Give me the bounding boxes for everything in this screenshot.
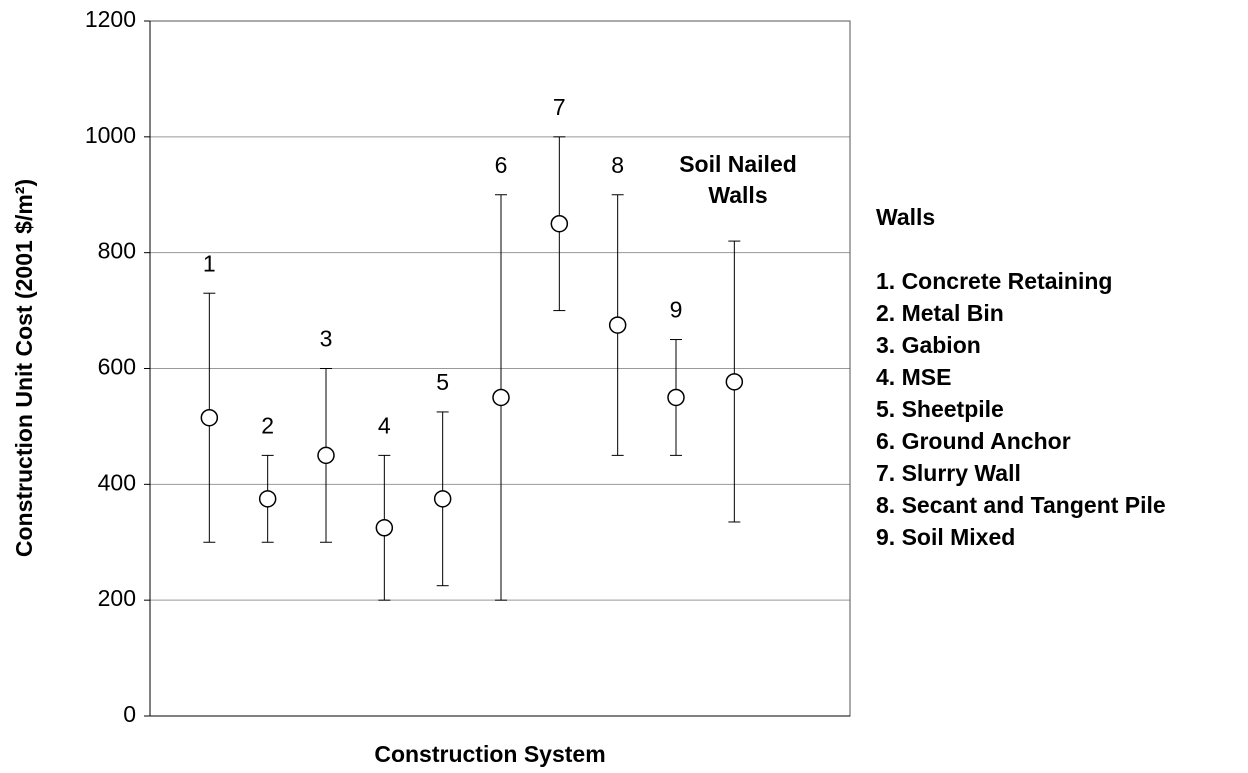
- y-tick-label: 600: [98, 354, 136, 380]
- point-label: 4: [378, 412, 391, 438]
- point-label: 1: [203, 250, 216, 276]
- y-tick-label: 0: [123, 701, 136, 727]
- point-label: 8: [611, 152, 624, 178]
- y-tick-label: 800: [98, 238, 136, 264]
- point: [667, 388, 685, 407]
- point: [375, 519, 394, 537]
- legend-item: 3. Gabion: [876, 332, 981, 358]
- point-label: 9: [670, 297, 683, 323]
- annotation: Walls: [708, 182, 767, 208]
- legend-item: 6. Ground Anchor: [876, 428, 1071, 454]
- y-tick-label: 1200: [85, 6, 136, 32]
- legend-title: Walls: [876, 204, 935, 230]
- y-tick-label: 200: [98, 585, 136, 611]
- legend-item: 5. Sheetpile: [876, 396, 1004, 422]
- point: [608, 316, 627, 334]
- point: [258, 490, 277, 508]
- legend-item: 9. Soil Mixed: [876, 524, 1015, 550]
- point: [725, 373, 744, 391]
- point: [492, 388, 510, 407]
- point-label: 5: [436, 369, 449, 395]
- point: [200, 408, 219, 427]
- x-axis-label: Construction System: [374, 741, 605, 767]
- y-axis-label: Construction Unit Cost (2001 $/m²): [11, 179, 37, 557]
- legend-item: 1. Concrete Retaining: [876, 268, 1112, 294]
- point: [317, 446, 335, 465]
- legend-item: 7. Slurry Wall: [876, 460, 1021, 486]
- point: [433, 490, 452, 508]
- point-label: 2: [261, 412, 274, 438]
- point-label: 7: [553, 94, 566, 120]
- point: [550, 214, 569, 233]
- legend-item: 4. MSE: [876, 364, 951, 390]
- legend-item: 2. Metal Bin: [876, 300, 1004, 326]
- y-tick-label: 1000: [85, 122, 136, 148]
- annotation: Soil Nailed: [679, 151, 797, 177]
- point-label: 3: [320, 326, 333, 352]
- legend-item: 8. Secant and Tangent Pile: [876, 492, 1166, 518]
- y-tick-label: 400: [98, 469, 136, 495]
- point-label: 6: [495, 152, 508, 178]
